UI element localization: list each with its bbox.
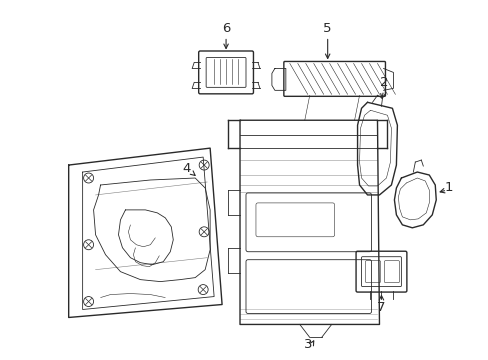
Text: 4: 4	[182, 162, 190, 175]
Text: 7: 7	[376, 301, 385, 314]
Text: 6: 6	[222, 22, 230, 35]
Text: 5: 5	[323, 22, 331, 35]
Text: 2: 2	[380, 76, 388, 89]
Text: 1: 1	[444, 181, 452, 194]
Text: 3: 3	[303, 338, 311, 351]
